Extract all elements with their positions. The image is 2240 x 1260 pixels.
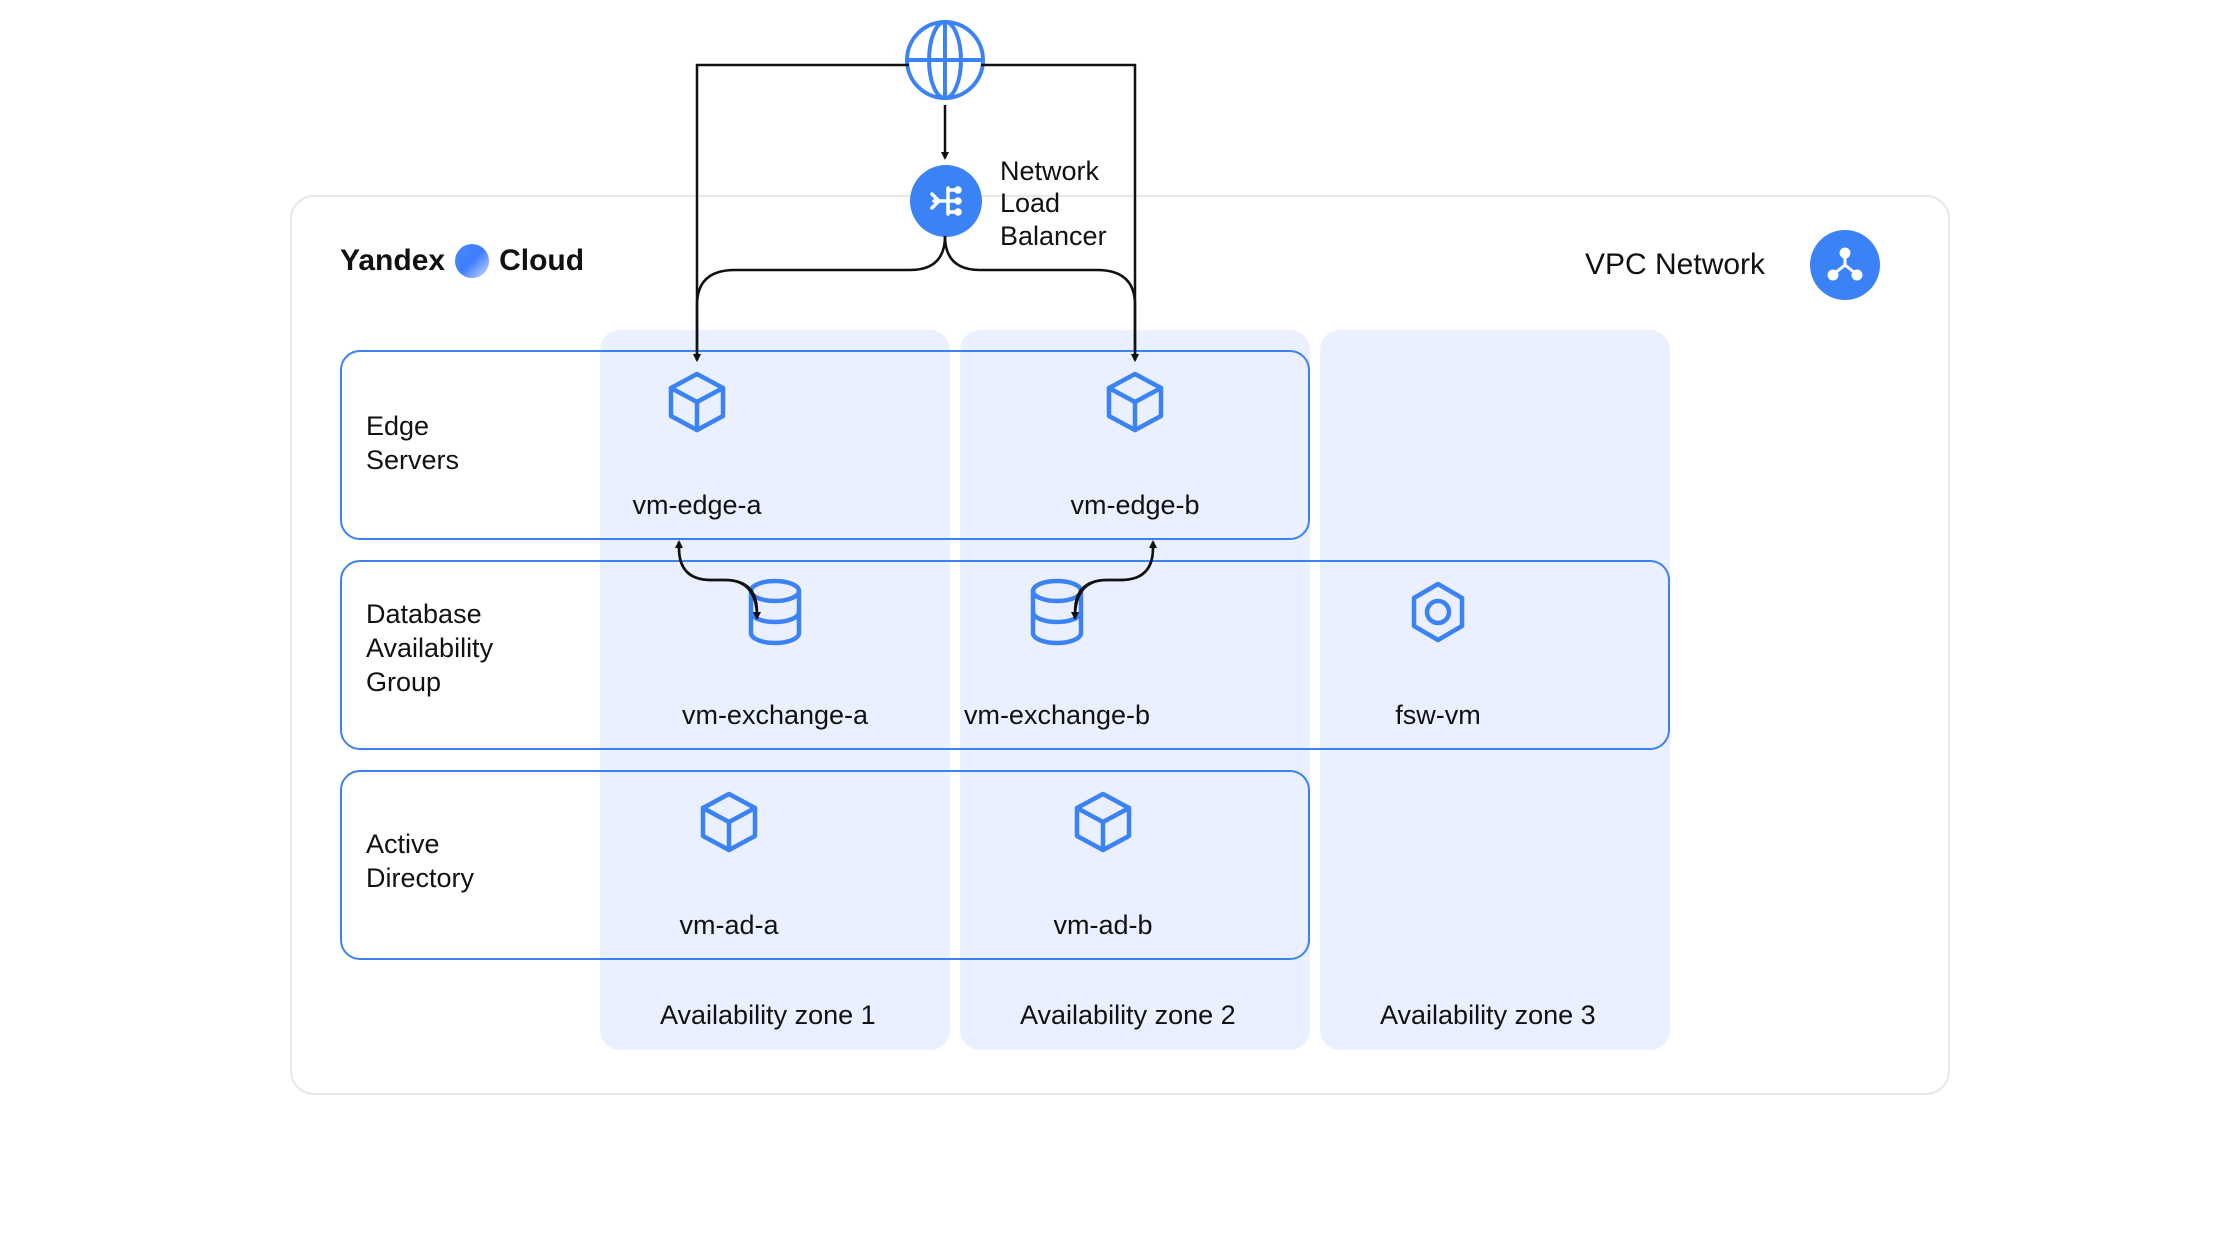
node-icon-vm-exchange-b <box>1023 578 1091 646</box>
node-icon-fsw-vm <box>1404 578 1472 646</box>
node-icon-vm-ad-b <box>1069 788 1137 856</box>
network-icon <box>1810 230 1880 300</box>
load-balancer-label: Network Load Balancer <box>1000 155 1107 252</box>
node-icon-vm-ad-a <box>695 788 763 856</box>
node-label-fsw-vm: fsw-vm <box>1308 700 1568 731</box>
vpc-network-label: VPC Network <box>1585 248 1765 282</box>
az-label-2: Availability zone 2 <box>1020 1000 1236 1031</box>
group-label-ad: Active Directory <box>366 828 474 896</box>
node-icon-vm-edge-b <box>1101 368 1169 436</box>
brand-text-a: Yandex <box>340 244 445 278</box>
yandex-logo-icon <box>455 244 489 278</box>
node-label-vm-ad-a: vm-ad-a <box>599 910 859 941</box>
group-label-edge: Edge Servers <box>366 410 459 478</box>
diagram-stage: Yandex Cloud VPC Network Edge Servers Dat… <box>0 0 2240 1260</box>
node-label-vm-edge-b: vm-edge-b <box>1005 490 1265 521</box>
internet-globe-icon <box>903 18 987 102</box>
node-icon-vm-exchange-a <box>741 578 809 646</box>
az-label-3: Availability zone 3 <box>1380 1000 1596 1031</box>
node-label-vm-exchange-b: vm-exchange-b <box>927 700 1187 731</box>
node-icon-vm-edge-a <box>663 368 731 436</box>
brand: Yandex Cloud <box>340 244 584 278</box>
brand-text-b: Cloud <box>499 244 584 278</box>
group-label-dag: Database Availability Group <box>366 598 493 699</box>
load-balancer-icon <box>910 165 982 237</box>
node-label-vm-ad-b: vm-ad-b <box>973 910 1233 941</box>
node-label-vm-exchange-a: vm-exchange-a <box>645 700 905 731</box>
node-label-vm-edge-a: vm-edge-a <box>567 490 827 521</box>
az-label-1: Availability zone 1 <box>660 1000 876 1031</box>
